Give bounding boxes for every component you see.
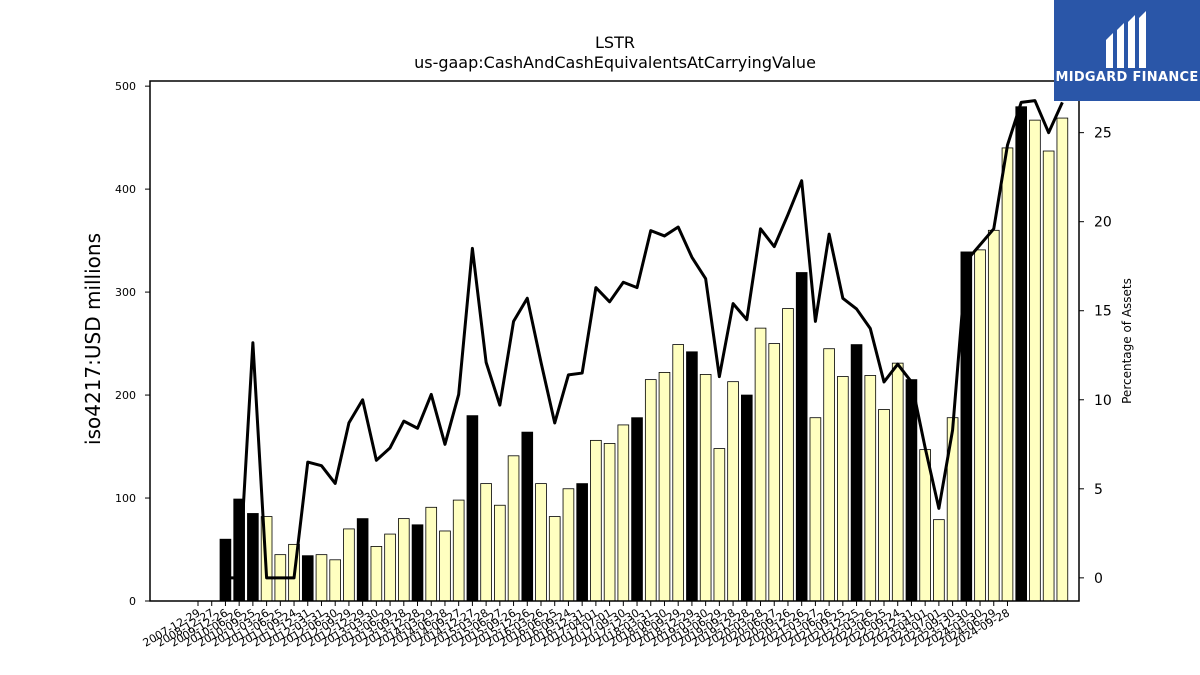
- bar-2023-04-01: [1029, 119, 1041, 602]
- bar-2013-03-30: [480, 483, 492, 602]
- brand-name: MIDGARD FINANCE: [1055, 70, 1198, 85]
- brand-mark-icon: [1106, 11, 1146, 68]
- bar-2016-12-31: [686, 351, 698, 602]
- bar-series: [219, 106, 1069, 602]
- brand-logo-background: [1054, 0, 1200, 101]
- bar-2008-12-27: [247, 513, 259, 602]
- bar-2014-09-27: [562, 488, 575, 602]
- bar-2019-03-30: [809, 417, 822, 602]
- y-axis-label: iso4217:USD millions: [81, 233, 105, 445]
- y-tick-label-500: 500: [115, 80, 136, 93]
- bar-2019-09-28: [837, 376, 849, 602]
- y-right-tick-label-15: 15: [1094, 304, 1112, 320]
- bar-2011-06-25: [384, 533, 396, 602]
- bar-2010-03-27: [315, 554, 328, 602]
- x-axis: 2007-12-292008-12-272009-12-262010-06-26…: [141, 601, 1012, 650]
- left-axis: 0 100 200 300 400 500: [115, 80, 150, 608]
- bar-2010-06-26: [329, 559, 341, 602]
- bar-2012-03-31: [425, 506, 438, 602]
- bar-2011-12-31: [411, 524, 424, 602]
- bar-2008-06-28: [219, 538, 232, 602]
- bar-2017-09-30: [727, 381, 739, 602]
- bar-2010-12-25: [356, 518, 369, 602]
- bar-2023-09-30: [1056, 117, 1069, 602]
- bar-2018-03-31: [754, 327, 767, 602]
- percentage-line-series: [225, 99, 1064, 580]
- plot-frame: [149, 80, 1080, 602]
- y-axis-right-label: Percentage of Assets: [1120, 278, 1134, 404]
- chart-subtitle: us-gaap:CashAndCashEquivalentsAtCarrying…: [414, 53, 816, 72]
- bar-2013-09-28: [507, 455, 520, 602]
- right-axis: 0 5 10 15 20 25: [1079, 126, 1112, 587]
- bar-2018-09-29: [782, 308, 794, 602]
- bar-2012-12-29: [466, 415, 479, 602]
- bar-2018-12-29: [795, 272, 808, 602]
- bar-2015-06-27: [603, 443, 616, 602]
- bar-2012-09-29: [452, 499, 465, 602]
- y-tick-label-300: 300: [115, 286, 136, 299]
- bar-2011-03-26: [370, 546, 383, 602]
- chart-title: LSTR: [595, 33, 635, 52]
- bar-2018-06-30: [768, 343, 781, 602]
- brand-logo: MIDGARD FINANCE: [1054, 0, 1200, 101]
- bar-2013-06-29: [494, 504, 506, 602]
- bar-2020-12-26: [905, 379, 918, 602]
- bar-2020-09-26: [891, 362, 904, 602]
- bar-2014-12-27: [576, 483, 588, 602]
- y-tick-label-400: 400: [115, 183, 136, 196]
- bar-2022-12-31: [1015, 106, 1027, 602]
- y-right-tick-label-0: 0: [1094, 571, 1103, 587]
- y-tick-label-0: 0: [129, 595, 136, 608]
- bar-2016-03-26: [644, 379, 657, 602]
- percentage-line: [225, 99, 1064, 580]
- bar-2022-06-25: [987, 229, 1000, 602]
- bar-2020-06-27: [878, 409, 890, 602]
- bar-2021-06-26: [933, 519, 945, 602]
- bar-2010-09-25: [343, 528, 355, 602]
- bar-2015-12-26: [631, 417, 643, 602]
- bar-2015-09-26: [617, 424, 630, 602]
- bar-2014-03-29: [535, 483, 547, 602]
- bar-2014-06-28: [548, 516, 561, 602]
- bar-2019-12-28: [850, 344, 863, 602]
- bar-2021-03-27: [919, 449, 931, 602]
- bar-2022-09-24: [1001, 147, 1014, 602]
- bar-2022-03-26: [974, 249, 986, 602]
- bar-2017-04-01: [699, 374, 712, 602]
- y-right-tick-label-20: 20: [1094, 215, 1112, 231]
- y-right-tick-label-5: 5: [1094, 482, 1103, 498]
- y-right-tick-label-10: 10: [1094, 393, 1112, 409]
- bar-2009-12-26: [301, 555, 314, 602]
- y-tick-label-200: 200: [115, 389, 136, 402]
- bar-2015-03-28: [590, 439, 602, 602]
- bar-2019-06-29: [823, 348, 835, 602]
- bar-2023-07-01: [1042, 150, 1055, 602]
- bar-2016-06-25: [658, 372, 671, 602]
- bar-2017-12-30: [741, 394, 753, 602]
- bar-2013-12-28: [521, 431, 534, 602]
- bar-2017-07-01: [713, 448, 726, 602]
- bar-2020-03-28: [864, 375, 877, 602]
- bar-2011-09-24: [397, 518, 410, 602]
- y-right-tick-label-25: 25: [1094, 126, 1112, 142]
- y-tick-label-100: 100: [115, 492, 136, 505]
- bar-2016-09-24: [672, 344, 684, 602]
- bar-2012-06-30: [439, 530, 451, 602]
